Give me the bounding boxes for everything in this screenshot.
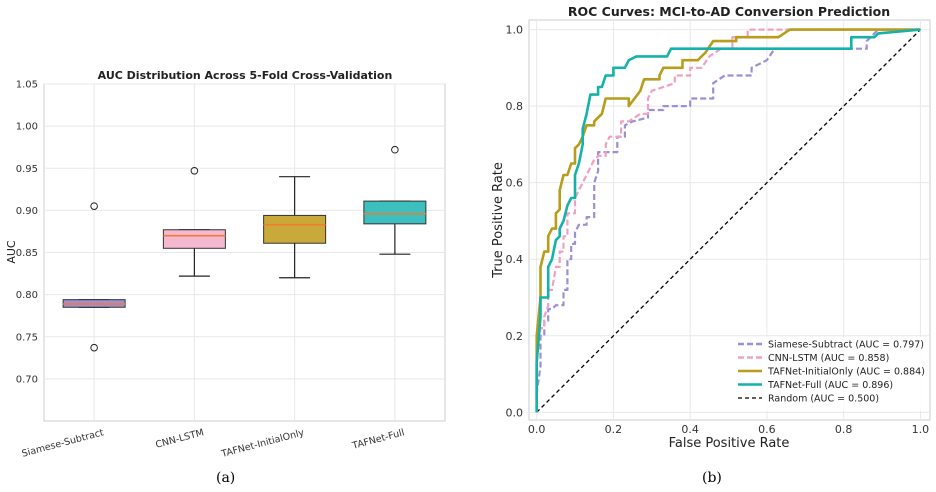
roc-legend-label: TAFNet-Full (AUC = 0.896) bbox=[767, 380, 893, 391]
boxplot-x-tick-label: Siamese-Subtract bbox=[21, 427, 106, 460]
roc-legend-label: TAFNet-InitialOnly (AUC = 0.884) bbox=[767, 367, 925, 378]
boxplot-y-tick-label: 0.75 bbox=[16, 332, 38, 343]
roc-title: ROC Curves: MCI-to-AD Conversion Predict… bbox=[568, 4, 890, 19]
roc-y-tick-label: 1.0 bbox=[506, 24, 524, 37]
box-tafnet-full bbox=[363, 145, 427, 255]
boxplot-y-tick-label: 0.95 bbox=[16, 164, 38, 175]
roc-x-tick-label: 1.0 bbox=[912, 423, 930, 436]
boxplot-title: AUC Distribution Across 5-Fold Cross-Val… bbox=[98, 69, 393, 82]
roc-x-tick-label: 0.6 bbox=[758, 423, 776, 436]
boxplot-y-tick-label: 0.80 bbox=[16, 290, 38, 301]
boxplot-y-tick-label: 1.05 bbox=[16, 80, 38, 91]
roc-y-axis-label: True Positive Rate bbox=[491, 162, 506, 279]
boxplot-y-tick-label: 0.90 bbox=[16, 206, 38, 217]
roc-legend-label: CNN-LSTM (AUC = 0.858) bbox=[768, 353, 889, 364]
boxplot-x-tick-label: CNN-LSTM bbox=[154, 427, 205, 450]
panel-label-b: (b) bbox=[702, 470, 722, 486]
roc-curve-tafnet-initialonly bbox=[535, 28, 921, 413]
roc-curves bbox=[535, 28, 921, 413]
boxplot-boxes bbox=[62, 145, 427, 352]
box-outlier bbox=[90, 343, 98, 352]
boxplot-y-tick-label: 0.70 bbox=[16, 374, 38, 385]
boxplot-x-tick-label: TAFNet-InitialOnly bbox=[219, 427, 305, 460]
box-outlier bbox=[391, 145, 399, 154]
boxplot-panel: 0.70 0.75 0.80 0.85 0.90 0.95 1.00 1.05 Siamese… bbox=[5, 69, 446, 460]
box-body bbox=[162, 229, 226, 249]
roc-x-axis-label: False Positive Rate bbox=[669, 436, 790, 451]
roc-x-tick-label: 0.0 bbox=[528, 423, 546, 436]
box-outlier bbox=[90, 202, 98, 210]
boxplot-y-tick-label: 1.00 bbox=[16, 122, 38, 133]
roc-y-tick-label: 0.8 bbox=[506, 100, 524, 113]
roc-legend-label: Siamese-Subtract (AUC = 0.797) bbox=[768, 340, 924, 351]
roc-curve-tafnet-full bbox=[535, 28, 921, 413]
box-body bbox=[363, 200, 427, 225]
roc-x-ticks: 0.0 0.2 0.4 0.6 0.8 1.0 bbox=[528, 423, 929, 436]
boxplot-y-ticks: 0.70 0.75 0.80 0.85 0.90 0.95 1.00 1.05 bbox=[16, 80, 38, 386]
roc-panel: 0.0 0.2 0.4 0.6 0.8 1.0 0.0 0.2 0.4 0.6 0.8 1.0 Si… bbox=[491, 4, 931, 451]
box-outlier bbox=[190, 166, 199, 175]
roc-x-tick-label: 0.4 bbox=[681, 423, 699, 436]
box-cnn-lstm bbox=[162, 166, 226, 277]
box-body bbox=[263, 214, 327, 244]
boxplot-y-tick-label: 0.85 bbox=[16, 248, 38, 259]
box-siamese-subtract bbox=[62, 202, 126, 352]
roc-y-tick-label: 0.2 bbox=[506, 330, 524, 343]
roc-curve-siamese-subtract bbox=[535, 28, 921, 413]
roc-y-tick-label: 0.4 bbox=[506, 253, 524, 266]
box-tafnet-initialonly bbox=[263, 176, 327, 279]
roc-y-tick-label: 0.0 bbox=[506, 406, 524, 419]
roc-curve-random bbox=[536, 29, 921, 413]
panel-label-a: (a) bbox=[216, 470, 236, 486]
roc-x-tick-label: 0.8 bbox=[835, 423, 853, 436]
boxplot-x-ticks: Siamese-Subtract CNN-LSTM TAFNet-InitialOn… bbox=[21, 427, 406, 460]
roc-legend: Siamese-Subtract (AUC = 0.797) CNN-LSTM (… bbox=[732, 337, 925, 411]
roc-y-ticks: 0.0 0.2 0.4 0.6 0.8 1.0 bbox=[506, 24, 524, 420]
boxplot-y-axis-label: AUC bbox=[5, 240, 18, 264]
roc-legend-label: Random (AUC = 0.500) bbox=[768, 394, 879, 405]
roc-y-tick-label: 0.6 bbox=[506, 177, 524, 190]
roc-legend-frame bbox=[732, 337, 924, 411]
boxplot-x-tick-label: TAFNet-Full bbox=[350, 427, 405, 452]
roc-x-tick-label: 0.2 bbox=[605, 423, 623, 436]
